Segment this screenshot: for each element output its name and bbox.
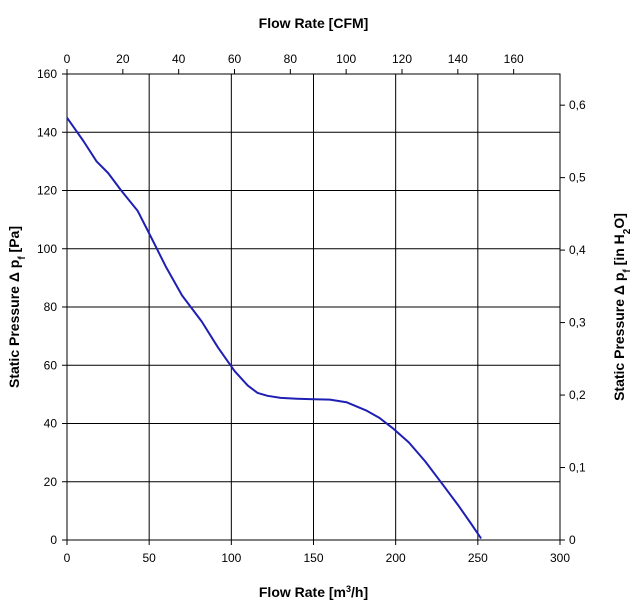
x-tick-label-top: 0 [64, 52, 71, 66]
x-title-part: /h] [351, 584, 368, 600]
x-tick-label-bottom: 250 [468, 551, 488, 565]
x-tick-label-top: 80 [284, 52, 298, 66]
y-tick-label-right: 0,5 [569, 171, 586, 185]
y-tick-label-right: 0,1 [569, 461, 586, 475]
x-tick-label-top: 140 [448, 52, 468, 66]
y-tick-label-right: 0,6 [569, 98, 586, 112]
y-axis-title-left: Static Pressure Δ pf [Pa] [6, 226, 28, 388]
y-tick-label-right: 0,4 [569, 243, 586, 257]
y2-title-part: [in H [611, 234, 627, 269]
x-axis-title-top: Flow Rate [CFM] [259, 15, 369, 31]
y2-title-subscript: f [622, 269, 633, 273]
y-tick-label-left: 60 [44, 358, 58, 372]
x-axis-title-bottom: Flow Rate [m3/h] [259, 584, 368, 600]
y-tick-label-right: 0 [569, 533, 576, 547]
x-tick-label-top: 160 [504, 52, 524, 66]
y2-title-subscript: 2 [622, 228, 633, 234]
y-tick-label-right: 0,3 [569, 316, 586, 330]
grid [67, 74, 560, 540]
performance-curve [66, 117, 482, 540]
x-tick-label-bottom: 0 [64, 551, 71, 565]
x-title-part: Flow Rate [m [259, 584, 346, 600]
y2-title-part: O] [611, 213, 627, 229]
y-tick-label-left: 160 [37, 67, 57, 81]
x-tick-label-top: 20 [116, 52, 130, 66]
y-tick-label-left: 20 [44, 475, 58, 489]
x-tick-label-bottom: 150 [303, 551, 323, 565]
axis-ticks: 0 50 100 150 200 250 3000204060801001201401600… [37, 52, 586, 565]
x-tick-label-top: 120 [392, 52, 412, 66]
x-title-superscript: 3 [346, 584, 351, 594]
x-tick-label-bottom: 300 [550, 551, 570, 565]
y-tick-label-left: 100 [37, 242, 57, 256]
y-title-subscript: f [17, 256, 28, 260]
x-tick-label-bottom: 200 [386, 551, 406, 565]
y-title-part: [Pa] [6, 226, 22, 256]
x-tick-label-top: 60 [228, 52, 242, 66]
y2-title-part: Static Pressure Δ p [611, 273, 627, 401]
x-tick-label-top: 100 [336, 52, 356, 66]
y-tick-label-left: 0 [50, 533, 57, 547]
y-tick-label-right: 0,2 [569, 388, 586, 402]
y-title-part: Static Pressure Δ p [6, 260, 22, 388]
y-tick-label-left: 140 [37, 125, 57, 139]
x-tick-label-bottom: 100 [221, 551, 241, 565]
y-tick-label-left: 80 [44, 300, 58, 314]
y-tick-label-left: 120 [37, 184, 57, 198]
x-tick-label-top: 40 [172, 52, 186, 66]
y-tick-label-left: 40 [44, 417, 58, 431]
x-tick-label-bottom: 50 [142, 551, 156, 565]
y-axis-title-right: Static Pressure Δ pf [in H2O] [611, 213, 633, 401]
